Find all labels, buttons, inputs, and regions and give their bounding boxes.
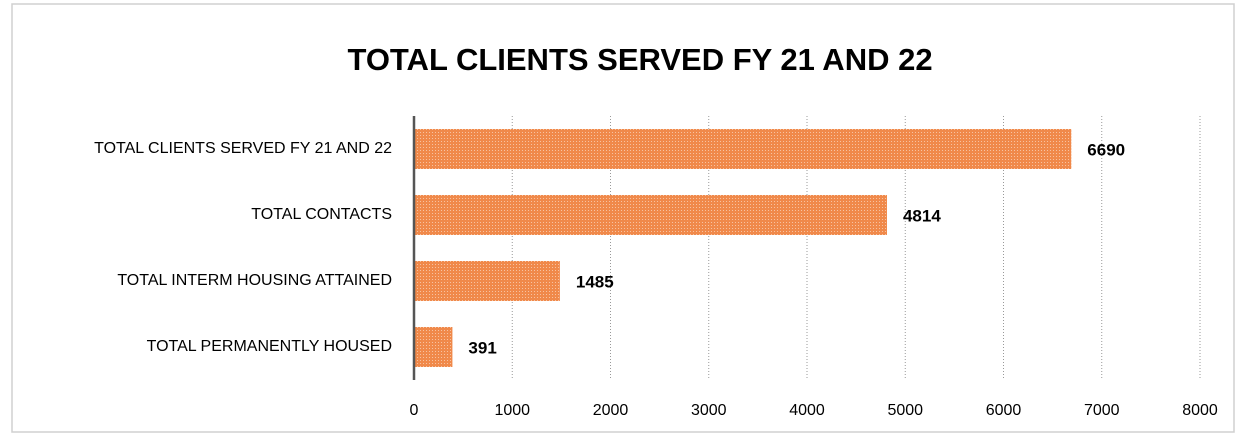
y-tick-label: TOTAL CLIENTS SERVED FY 21 AND 22 xyxy=(94,140,392,157)
data-label: 1485 xyxy=(576,272,614,291)
x-tick-label: 7000 xyxy=(1084,402,1120,419)
x-tick-label: 5000 xyxy=(887,402,923,419)
x-tick-label: 8000 xyxy=(1182,402,1218,419)
x-tick-label: 3000 xyxy=(691,402,727,419)
bar xyxy=(414,195,887,235)
x-tick-label: 2000 xyxy=(593,402,629,419)
y-tick-label: TOTAL INTERM HOUSING ATTAINED xyxy=(117,272,392,289)
data-label: 391 xyxy=(468,338,496,357)
data-label: 6690 xyxy=(1087,140,1125,159)
bar xyxy=(414,261,560,301)
bar xyxy=(414,129,1072,169)
data-label: 4814 xyxy=(903,206,941,225)
chart-title: TOTAL CLIENTS SERVED FY 21 AND 22 xyxy=(347,42,932,77)
y-tick-label: TOTAL PERMANENTLY HOUSED xyxy=(147,338,392,355)
bar xyxy=(414,327,453,367)
y-tick-label: TOTAL CONTACTS xyxy=(251,206,392,223)
x-tick-label: 6000 xyxy=(986,402,1022,419)
x-tick-label: 1000 xyxy=(494,402,530,419)
x-tick-label: 0 xyxy=(410,402,419,419)
x-tick-label: 4000 xyxy=(789,402,825,419)
